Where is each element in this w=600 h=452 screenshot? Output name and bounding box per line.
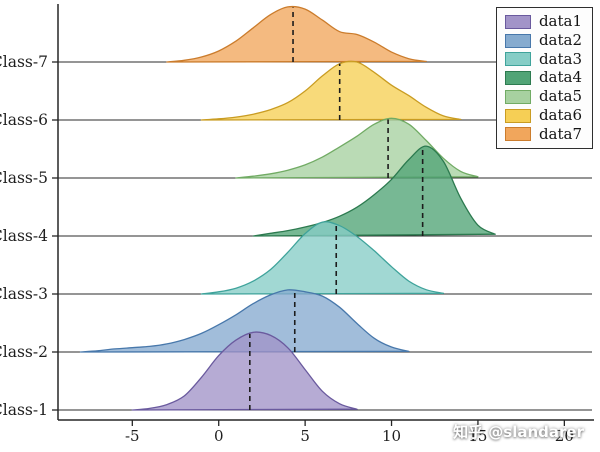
y-axis-label-class-2: Class-2 (0, 343, 48, 361)
x-tick-label: 15 (468, 427, 487, 445)
legend-swatch-data7 (504, 127, 531, 142)
legend: data1 data2 data3 data4 data5 data6 data7 (495, 7, 593, 150)
legend-swatch-data6 (504, 108, 531, 123)
legend-item-data2: data2 (504, 30, 582, 49)
legend-label: data1 (538, 12, 582, 30)
legend-item-data5: data5 (504, 87, 582, 105)
legend-label: data2 (538, 30, 582, 49)
y-axis-label-class-6: Class-6 (0, 111, 48, 129)
y-axis-label-class-4: Class-4 (0, 227, 48, 245)
y-axis-label-class-3: Class-3 (0, 285, 48, 303)
x-tick-label: 5 (300, 427, 310, 445)
legend-item-data4: data4 (504, 68, 582, 87)
x-tick-label: 20 (555, 427, 574, 445)
legend-swatch-data4 (504, 71, 531, 86)
legend-label: data4 (538, 68, 582, 87)
legend-label: data6 (538, 105, 582, 124)
x-tick-label: -5 (125, 427, 140, 445)
legend-label: data3 (538, 49, 582, 68)
legend-swatch-data3 (504, 52, 531, 67)
density-curve-data4 (252, 145, 496, 237)
legend-item-data7: data7 (504, 124, 582, 143)
density-curve-data7 (166, 5, 427, 63)
y-axis-label-class-7: Class-7 (0, 53, 48, 71)
legend-item-data1: data1 (504, 12, 582, 30)
legend-label: data7 (538, 124, 582, 143)
density-curve-data1 (131, 331, 358, 411)
x-tick-label: 0 (214, 427, 224, 445)
watermark: 知乎 @slandarer (453, 423, 584, 441)
legend-label: data5 (538, 87, 582, 105)
legend-swatch-data5 (504, 89, 531, 104)
legend-swatch-data2 (504, 33, 531, 48)
density-curve-data3 (200, 221, 445, 295)
x-tick-label: 10 (382, 427, 401, 445)
legend-item-data3: data3 (504, 49, 582, 68)
legend-swatch-data1 (504, 14, 531, 29)
density-curve-data2 (79, 289, 410, 353)
legend-item-data6: data6 (504, 105, 582, 124)
y-axis-label-class-1: Class-1 (0, 401, 48, 419)
y-axis-label-class-5: Class-5 (0, 169, 48, 187)
density-curve-data6 (200, 60, 462, 121)
